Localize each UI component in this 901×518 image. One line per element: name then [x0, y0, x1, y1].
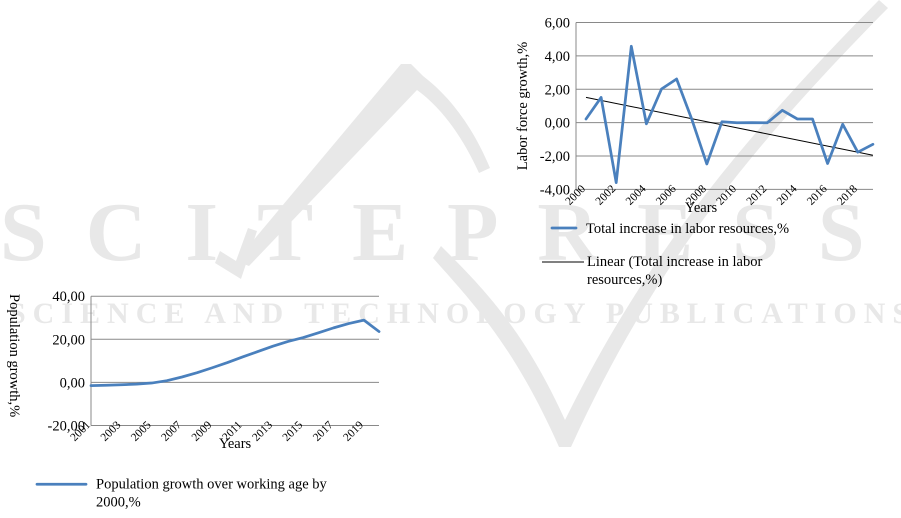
svg-text:Population growth,%: Population growth,%: [6, 294, 22, 417]
svg-text:2013: 2013: [250, 419, 275, 444]
svg-text:0,00: 0,00: [60, 375, 85, 391]
svg-text:2003: 2003: [99, 419, 124, 444]
svg-text:Years: Years: [219, 436, 252, 452]
svg-text:2000,%: 2000,%: [96, 494, 141, 510]
svg-text:2019: 2019: [341, 419, 366, 444]
svg-text:2005: 2005: [129, 419, 154, 444]
svg-text:2015: 2015: [281, 419, 306, 444]
svg-text:2007: 2007: [159, 419, 184, 444]
svg-text:2017: 2017: [311, 419, 336, 444]
svg-text:40,00: 40,00: [52, 289, 85, 305]
svg-text:2009: 2009: [190, 419, 215, 444]
svg-text:Population growth over working: Population growth over working age by: [96, 476, 328, 492]
svg-text:20,00: 20,00: [52, 332, 85, 348]
